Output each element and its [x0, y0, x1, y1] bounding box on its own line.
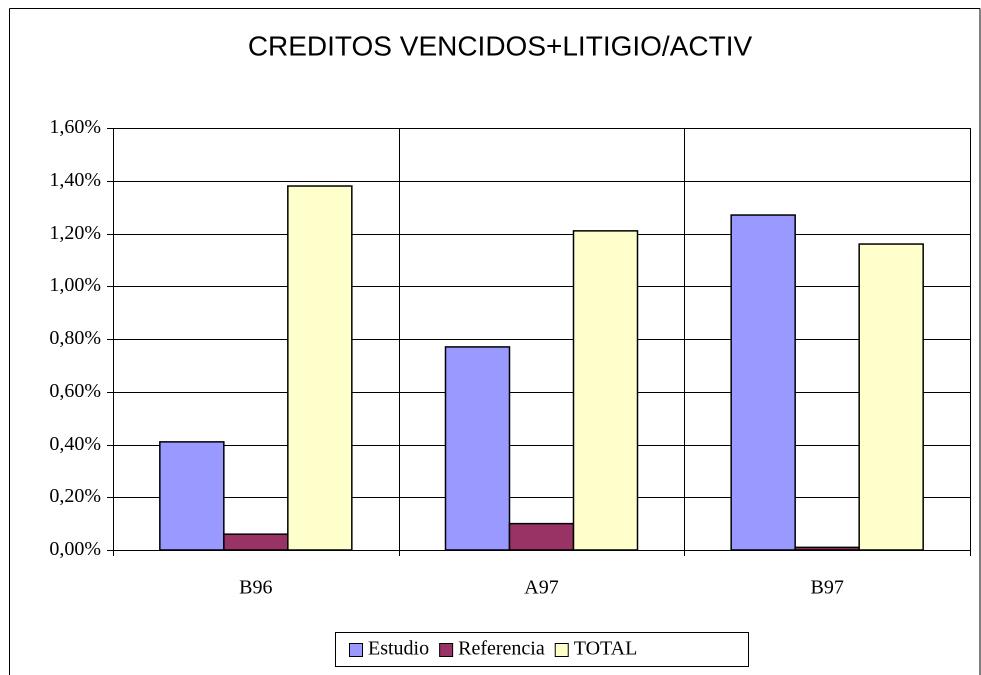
legend-swatch — [439, 643, 454, 657]
legend-label: Estudio — [368, 638, 429, 660]
bar — [444, 346, 511, 551]
y-tick-label: 1,60% — [49, 116, 101, 138]
bar — [572, 230, 639, 551]
chart-title: CREDITOS VENCIDOS+LITIGIO/ACTIV — [248, 30, 753, 61]
bar — [287, 185, 353, 551]
y-tick-label: 0,00% — [49, 538, 101, 560]
legend-swatch — [554, 643, 569, 657]
bar — [794, 546, 860, 551]
bar — [223, 533, 289, 551]
bar — [858, 243, 924, 551]
y-tick-label: 0,40% — [49, 433, 101, 455]
legend-label: Referencia — [458, 638, 545, 660]
y-tick-label: 1,20% — [49, 222, 101, 244]
bar — [730, 214, 796, 551]
y-tick-label: 1,40% — [49, 169, 101, 191]
legend-box — [335, 632, 749, 667]
y-tick-label: 0,20% — [49, 485, 101, 507]
legend-label: TOTAL — [574, 638, 638, 660]
y-tick-label: 0,80% — [49, 327, 101, 349]
bar — [508, 522, 575, 551]
y-tick-label: 0,60% — [49, 380, 101, 402]
x-tick-label: B97 — [810, 577, 843, 599]
x-tick-label: A97 — [524, 577, 558, 599]
bar — [159, 441, 225, 551]
legend-swatch — [349, 643, 363, 657]
x-tick-label: B96 — [239, 577, 272, 599]
y-tick-label: 1,00% — [49, 274, 101, 296]
